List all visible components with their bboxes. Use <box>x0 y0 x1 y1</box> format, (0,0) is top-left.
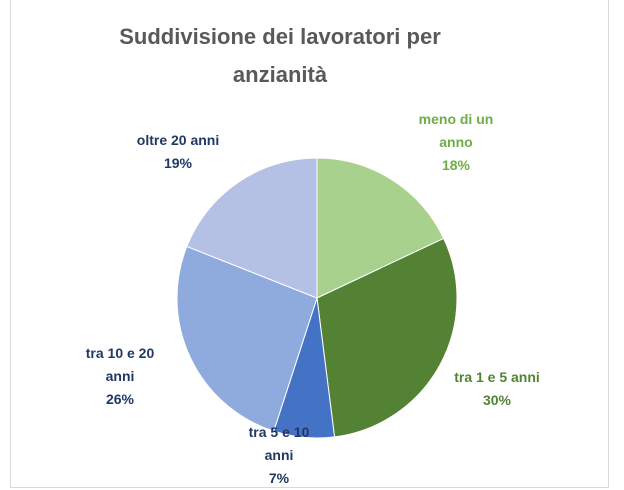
value-label: 7% <box>268 470 290 486</box>
pie-slice <box>316 237 458 438</box>
data-label: tra 5 e 10 anni 7% <box>234 421 324 490</box>
pie-slice <box>186 157 318 299</box>
data-label: tra 1 e 5 anni 30% <box>427 366 567 412</box>
category-label: tra 10 e 20 anni <box>85 345 155 384</box>
value-label: 19% <box>163 155 193 171</box>
category-label: tra 5 e 10 anni <box>248 424 310 463</box>
value-label: 26% <box>105 391 135 407</box>
data-label: meno di un anno 18% <box>401 108 511 177</box>
value-label: 18% <box>441 157 471 173</box>
category-label: meno di un anno <box>418 111 494 150</box>
pie-slice <box>316 157 445 299</box>
data-label: oltre 20 anni 19% <box>113 129 243 175</box>
chart-title: Suddivisione dei lavoratori per anzianit… <box>119 24 441 87</box>
category-label: tra 1 e 5 anni <box>454 369 540 385</box>
category-label: oltre 20 anni <box>136 132 220 148</box>
data-label: tra 10 e 20 anni 26% <box>70 342 170 411</box>
pie-slice <box>176 245 318 432</box>
value-label: 30% <box>482 392 512 408</box>
